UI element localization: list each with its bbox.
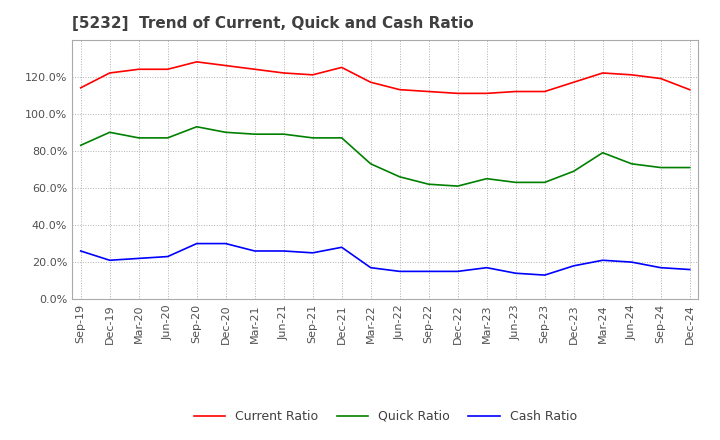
Quick Ratio	[221, 130, 230, 135]
Current Ratio	[135, 66, 143, 72]
Cash Ratio	[135, 256, 143, 261]
Quick Ratio	[366, 161, 375, 166]
Cash Ratio	[251, 248, 259, 253]
Cash Ratio	[685, 267, 694, 272]
Line: Quick Ratio: Quick Ratio	[81, 127, 690, 186]
Quick Ratio	[511, 180, 520, 185]
Quick Ratio	[598, 150, 607, 155]
Cash Ratio	[570, 263, 578, 268]
Quick Ratio	[105, 130, 114, 135]
Current Ratio	[221, 63, 230, 68]
Quick Ratio	[395, 174, 404, 180]
Current Ratio	[424, 89, 433, 94]
Cash Ratio	[76, 248, 85, 253]
Cash Ratio	[395, 269, 404, 274]
Cash Ratio	[598, 258, 607, 263]
Current Ratio	[570, 80, 578, 85]
Cash Ratio	[279, 248, 288, 253]
Quick Ratio	[76, 143, 85, 148]
Cash Ratio	[105, 258, 114, 263]
Current Ratio	[511, 89, 520, 94]
Cash Ratio	[424, 269, 433, 274]
Cash Ratio	[541, 272, 549, 278]
Current Ratio	[598, 70, 607, 76]
Cash Ratio	[511, 271, 520, 276]
Quick Ratio	[541, 180, 549, 185]
Quick Ratio	[279, 132, 288, 137]
Cash Ratio	[192, 241, 201, 246]
Current Ratio	[251, 66, 259, 72]
Cash Ratio	[366, 265, 375, 270]
Current Ratio	[627, 72, 636, 77]
Quick Ratio	[163, 135, 172, 140]
Current Ratio	[366, 80, 375, 85]
Current Ratio	[395, 87, 404, 92]
Cash Ratio	[308, 250, 317, 256]
Current Ratio	[163, 66, 172, 72]
Quick Ratio	[251, 132, 259, 137]
Current Ratio	[541, 89, 549, 94]
Quick Ratio	[135, 135, 143, 140]
Current Ratio	[279, 70, 288, 76]
Quick Ratio	[570, 169, 578, 174]
Current Ratio	[105, 70, 114, 76]
Quick Ratio	[482, 176, 491, 181]
Quick Ratio	[308, 135, 317, 140]
Current Ratio	[657, 76, 665, 81]
Text: [5232]  Trend of Current, Quick and Cash Ratio: [5232] Trend of Current, Quick and Cash …	[72, 16, 474, 32]
Current Ratio	[685, 87, 694, 92]
Cash Ratio	[221, 241, 230, 246]
Cash Ratio	[454, 269, 462, 274]
Current Ratio	[76, 85, 85, 91]
Current Ratio	[192, 59, 201, 65]
Quick Ratio	[424, 182, 433, 187]
Quick Ratio	[685, 165, 694, 170]
Quick Ratio	[338, 135, 346, 140]
Cash Ratio	[163, 254, 172, 259]
Cash Ratio	[482, 265, 491, 270]
Cash Ratio	[627, 260, 636, 265]
Current Ratio	[482, 91, 491, 96]
Quick Ratio	[627, 161, 636, 166]
Cash Ratio	[657, 265, 665, 270]
Line: Current Ratio: Current Ratio	[81, 62, 690, 93]
Current Ratio	[454, 91, 462, 96]
Legend: Current Ratio, Quick Ratio, Cash Ratio: Current Ratio, Quick Ratio, Cash Ratio	[189, 405, 582, 428]
Quick Ratio	[192, 124, 201, 129]
Current Ratio	[338, 65, 346, 70]
Current Ratio	[308, 72, 317, 77]
Line: Cash Ratio: Cash Ratio	[81, 244, 690, 275]
Cash Ratio	[338, 245, 346, 250]
Quick Ratio	[657, 165, 665, 170]
Quick Ratio	[454, 183, 462, 189]
